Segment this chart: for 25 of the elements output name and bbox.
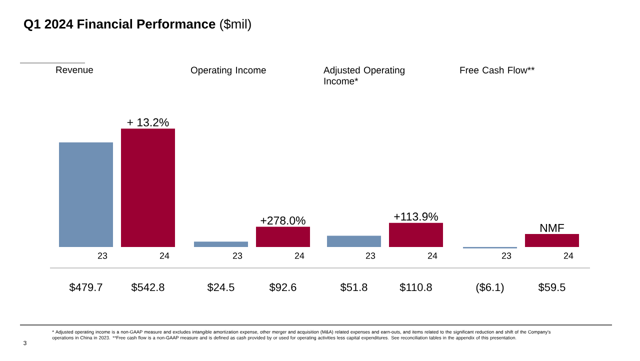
annotation: NMF [540, 224, 564, 232]
annotation: +113.9% [394, 212, 438, 221]
chart-title: Free Cash Flow** [460, 66, 535, 74]
x-tick-label: 23 [502, 252, 512, 259]
x-tick-label: 23 [98, 252, 108, 259]
data-label: $59.5 [538, 282, 566, 292]
x-tick-label: 23 [232, 252, 242, 259]
data-label: $92.6 [269, 282, 296, 292]
x-tick-label: 24 [564, 252, 574, 259]
x-tick-label: 23 [366, 252, 376, 259]
x-tick-label: 24 [428, 252, 438, 259]
x-tick-label: 24 [160, 252, 170, 259]
chart-title: Adjusted Operating Income* [324, 66, 404, 84]
data-label: $479.7 [69, 282, 102, 292]
annotation: +278.0% [260, 216, 306, 225]
chart-title: Revenue [56, 66, 93, 74]
chart-title: Operating Income [190, 66, 266, 76]
data-label: ($6.1) [476, 282, 504, 294]
data-label: $24.5 [207, 282, 234, 292]
data-label: $542.8 [131, 282, 164, 292]
data-label: $51.8 [340, 282, 368, 292]
annotation: + 13.2% [127, 118, 169, 126]
x-tick-label: 24 [294, 252, 304, 259]
text: Q1 2024 Financial Performance ($mil) [24, 18, 251, 32]
data-label: $110.8 [400, 282, 432, 292]
